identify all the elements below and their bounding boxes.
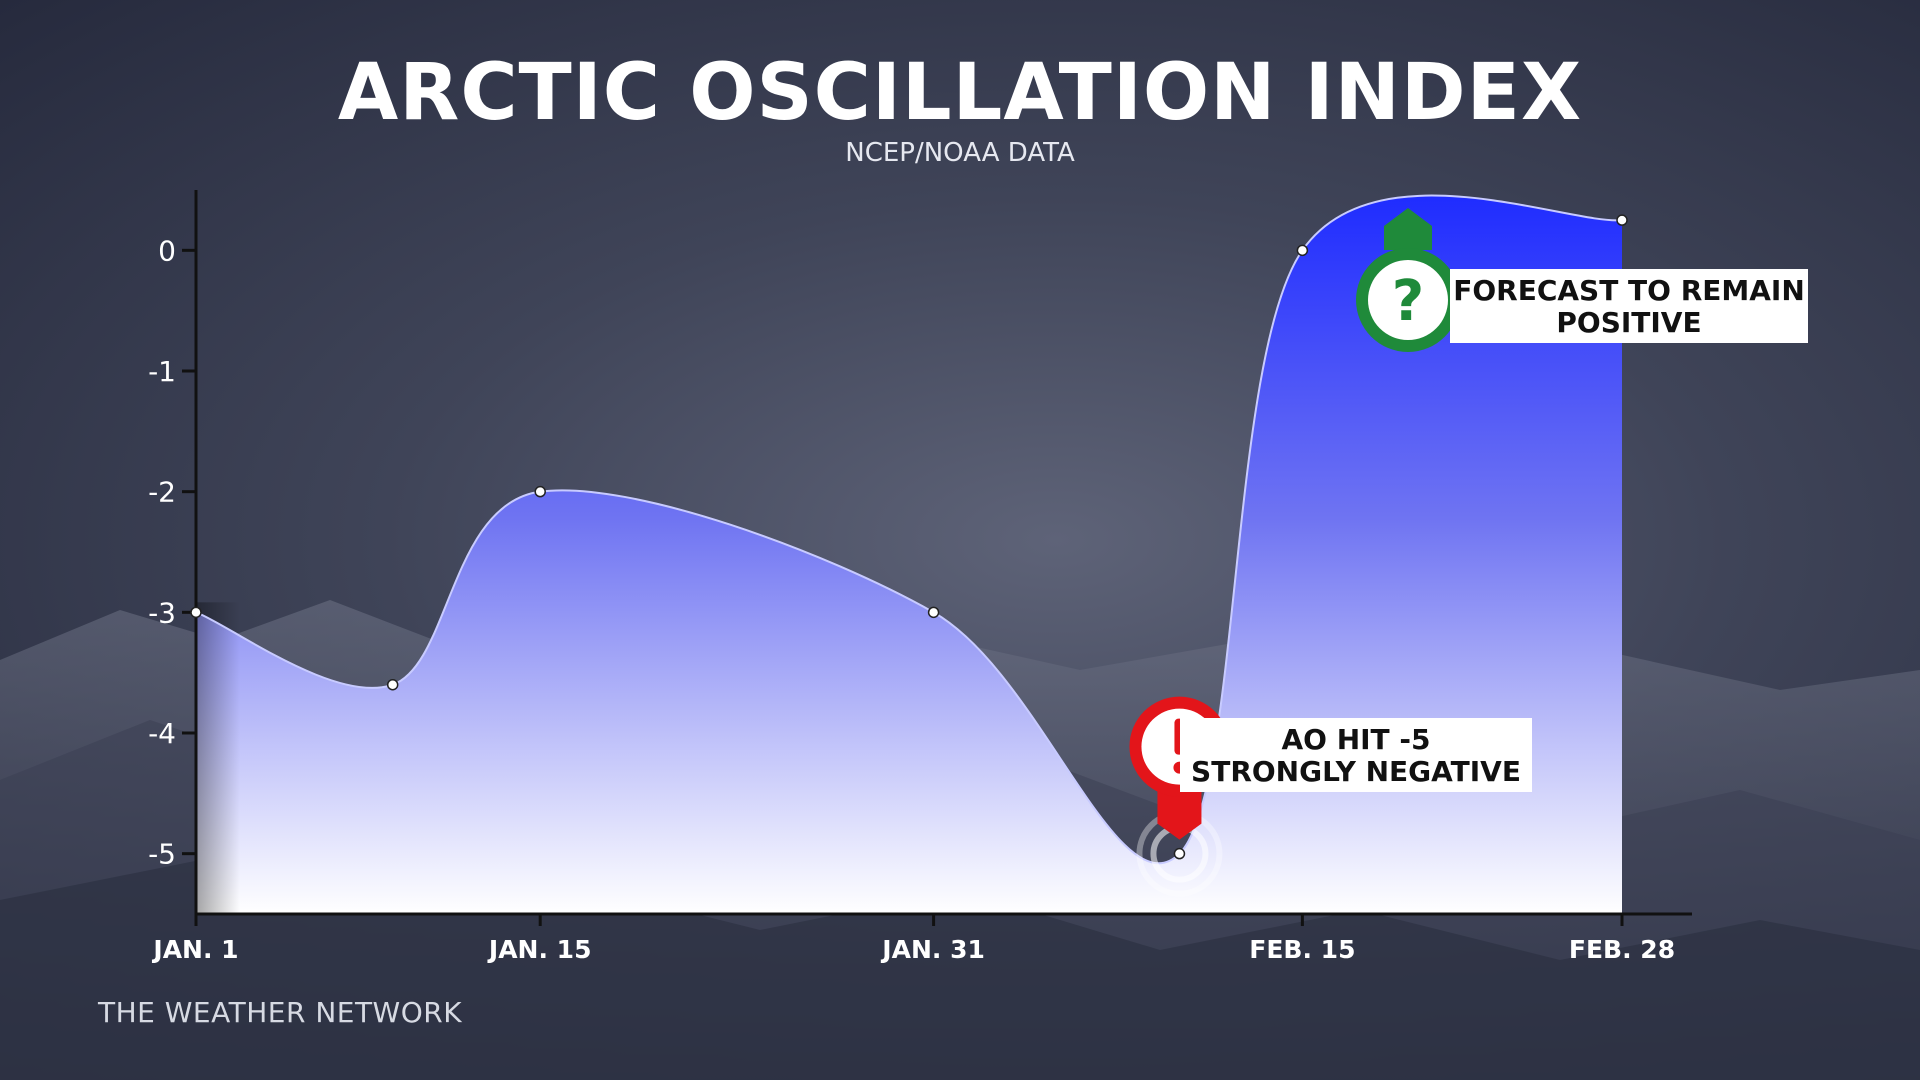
area-edge-shade <box>196 602 240 914</box>
data-point <box>190 606 202 619</box>
y-tick-label: -2 <box>148 476 176 509</box>
y-tick-label: 0 <box>158 234 176 267</box>
data-point <box>1616 214 1628 226</box>
y-tick-label: -4 <box>148 717 176 750</box>
x-tick-label: JAN. 15 <box>487 935 592 964</box>
callout-positive-line1: FORECAST TO REMAIN <box>1453 274 1805 307</box>
y-tick-label: -3 <box>148 596 176 629</box>
marker-stem <box>1157 783 1202 840</box>
x-tick-label: FEB. 15 <box>1249 935 1355 964</box>
y-tick-label: -1 <box>148 355 176 388</box>
data-point <box>534 485 546 498</box>
callout-positive-line2: POSITIVE <box>1556 306 1702 339</box>
question-icon: ? <box>1356 208 1460 352</box>
data-point <box>927 606 940 619</box>
callout-negative-line1: AO HIT -5 <box>1281 723 1431 756</box>
marker-inner <box>1368 260 1448 340</box>
brand-logo-text: THE WEATHER NETWORK <box>98 996 463 1029</box>
x-tick-label: JAN. 1 <box>151 935 238 964</box>
callout-remain-positive: FORECAST TO REMAIN POSITIVE <box>1450 269 1808 343</box>
data-point <box>386 678 399 691</box>
chart-subtitle: NCEP/NOAA DATA <box>845 138 1075 168</box>
callout-negative-line2: STRONGLY NEGATIVE <box>1191 755 1521 788</box>
callout-strongly-negative: AO HIT -5 STRONGLY NEGATIVE <box>1180 718 1532 792</box>
x-tick-label: JAN. 31 <box>880 935 985 964</box>
data-point <box>1173 847 1186 860</box>
y-tick-label: -5 <box>148 838 176 871</box>
x-tick-label: FEB. 28 <box>1569 935 1675 964</box>
question-glyph: ? <box>1392 269 1424 334</box>
marker-stem <box>1384 208 1432 250</box>
data-point <box>1296 244 1309 257</box>
chart-title: ARCTIC OSCILLATION INDEX <box>337 48 1583 138</box>
